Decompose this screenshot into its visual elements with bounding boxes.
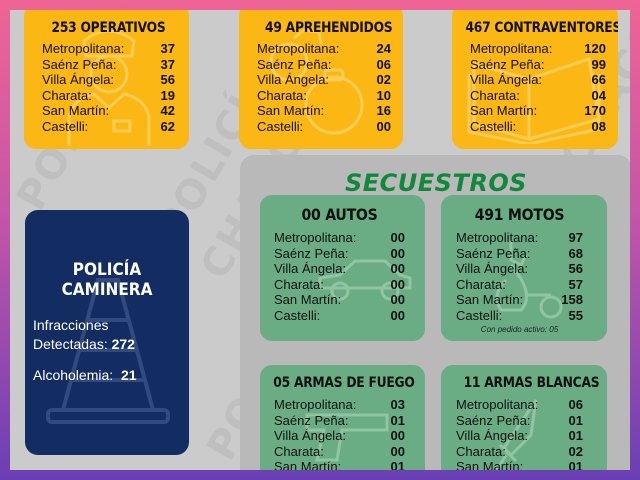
list-item: San Martín: 42 (42, 103, 175, 118)
card-title: 467 CONTRAVENTORES (465, 20, 618, 36)
list-item: Saénz Peña: 68 (456, 245, 583, 261)
traffic-cone-icon (46, 278, 170, 424)
list-item: Saénz Peña: 01 (274, 412, 405, 428)
list-item: Castelli: 62 (42, 118, 175, 134)
list-item: Metropolitana: 97 (456, 230, 583, 245)
list-item: Castelli: 00 (257, 118, 391, 134)
list-item: Metropolitana: 24 (257, 41, 391, 56)
list-item: Castelli: 00 (274, 307, 405, 323)
car-icon (318, 259, 412, 301)
pedido-activo-note: Con pedido activo: 05 (480, 325, 559, 334)
list-item: Saénz Peña: 06 (257, 56, 391, 72)
list-item: Villa Ángela: 01 (456, 428, 583, 443)
list-item: Villa Ángela: 56 (42, 72, 175, 87)
list-item: San Martín: 16 (257, 103, 391, 118)
list-item: Villa Ángela: 56 (456, 261, 583, 276)
list-item: Castelli: 55 (456, 307, 583, 323)
armas-blancas-card: 11 ARMAS BLANCAS Metropolitana: 06 Saénz … (441, 365, 607, 470)
list-item: Charata: 02 (456, 443, 583, 459)
list-item: Charata: 10 (257, 87, 391, 103)
list-item: Villa Ángela: 02 (257, 72, 391, 87)
police-officer-icon (67, 29, 151, 146)
policia-caminera-card: POLICÍA CAMINERA Infracciones Detectadas… (25, 210, 189, 455)
armas-fuego-card: 05 ARMAS DE FUEGO Metropolitana: 03 Saénz… (260, 365, 425, 470)
list-item: Metropolitana: 00 (274, 230, 405, 245)
list-item: Metropolitana: 37 (42, 41, 175, 56)
operativos-card: 253 OPERATIVOS Metropolitana: 37 Saénz Pe… (24, 10, 189, 149)
card-title: 00 AUTOS (301, 205, 378, 224)
list-item: San Martín: 170 (470, 103, 606, 118)
list-item: Saénz Peña: 01 (456, 412, 583, 428)
card-title: 49 APREHENDIDOS (265, 20, 393, 36)
list-item: Villa Ángela: 00 (274, 428, 405, 443)
list-item: Metropolitana: 120 (470, 41, 606, 56)
pc-title-line2: CAMINERA (61, 280, 153, 300)
pc-title-line1: POLICÍA (72, 260, 142, 280)
infographic-panel: POLICÍA POLICÍA CHACO POLICÍA CHACO 253 … (10, 10, 630, 470)
list-item: Metropolitana: 03 (274, 397, 405, 412)
secuestros-title: SECUESTROS (345, 169, 527, 197)
list-item: Charata: 00 (274, 443, 405, 459)
card-title: 253 OPERATIVOS (51, 20, 166, 36)
list-item: Charata: 57 (456, 276, 583, 292)
list-item: Charata: 04 (470, 87, 606, 103)
card-title: 05 ARMAS DE FUEGO (273, 375, 415, 391)
list-item: San Martín: 01 (456, 459, 583, 470)
list-item: Charata: 19 (42, 87, 175, 103)
list-item: Saénz Peña: 99 (470, 56, 606, 72)
list-item: Metropolitana: 06 (456, 397, 583, 412)
knife-icon (495, 399, 538, 470)
list-item: Villa Ángela: 66 (470, 72, 606, 87)
list-item: Saénz Peña: 00 (274, 245, 405, 261)
handcuffs-icon (269, 28, 364, 135)
list-item: Saénz Peña: 37 (42, 56, 175, 72)
aprehendidos-card: 49 APREHENDIDOS Metropolitana: 24 Saénz P… (239, 10, 403, 149)
motos-card: 491 MOTOS Metropolitana: 97 Saénz Peña: 68… (441, 195, 607, 341)
pistol-icon (305, 413, 389, 462)
list-item: Castelli: 08 (470, 118, 606, 134)
card-title: 491 MOTOS (474, 205, 565, 224)
list-item: Charata: 00 (274, 276, 405, 292)
list-item: San Martín: 00 (274, 292, 405, 307)
secuestros-panel: SECUESTROS 00 AUTOS Metropolitana: 00 Saé… (240, 155, 630, 470)
contraventores-card: 467 CONTRAVENTORES Metropolitana: 120 Saé… (452, 10, 618, 149)
infracciones-stat: Infracciones Detectadas: 272 (33, 317, 135, 352)
list-item: San Martín: 158 (456, 292, 583, 307)
alcoholemia-stat: Alcoholemia: 21 (33, 367, 137, 383)
scooter-icon (495, 240, 563, 319)
list-item: Villa Ángela: 00 (274, 261, 405, 276)
autos-card: 00 AUTOS Metropolitana: 00 Saénz Peña: 00 … (260, 195, 425, 341)
open-book-icon (467, 57, 601, 144)
list-item: San Martín: 01 (274, 459, 405, 470)
card-title: 11 ARMAS BLANCAS (463, 375, 600, 391)
